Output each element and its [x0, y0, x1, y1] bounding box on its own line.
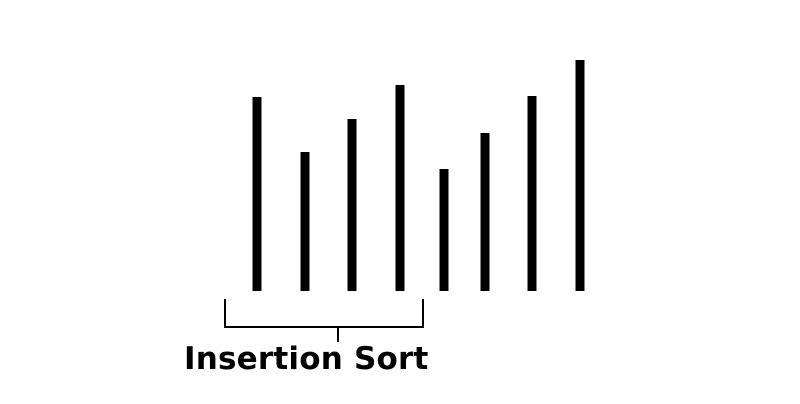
bar-unsorted-8 [575, 60, 585, 291]
bar-sorted-4 [395, 85, 405, 291]
bar-sorted-3 [347, 119, 357, 291]
bar-unsorted-5 [439, 169, 449, 291]
bar-unsorted-7 [527, 96, 537, 291]
bar-sorted-1 [252, 97, 262, 291]
sorted-section-bracket [224, 299, 424, 342]
bars-group [252, 60, 585, 291]
bar-sorted-2 [300, 152, 310, 291]
bar-unsorted-6 [480, 133, 490, 291]
diagram-caption: Insertion Sort [184, 341, 429, 377]
